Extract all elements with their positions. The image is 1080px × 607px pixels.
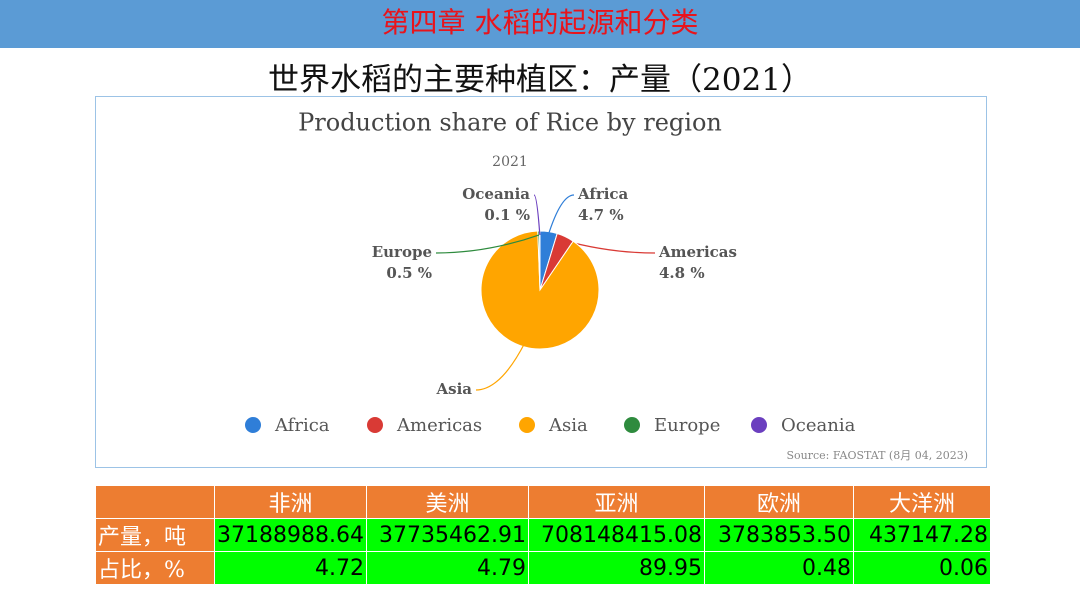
table-cell: 37735462.91 <box>365 518 529 552</box>
slice-label: Africa <box>577 185 629 203</box>
header-bar: 第四章 水稻的起源和分类 <box>0 0 1080 48</box>
source: Source: FAOSTAT (8月 04, 2023) <box>786 449 968 462</box>
table-cell: 708148415.08 <box>527 518 705 552</box>
legend-label: Oceania <box>781 415 856 436</box>
chart-subtitle: 2021 <box>492 154 528 170</box>
table-cell: 4.72 <box>214 551 367 585</box>
leader-line <box>547 194 575 236</box>
table-cell: 占比，% <box>95 551 215 585</box>
table-cell: 0.48 <box>703 551 854 585</box>
legend-label: Africa <box>274 415 330 436</box>
table-cell: 437147.28 <box>852 518 991 552</box>
slice-label: Americas <box>658 243 737 261</box>
table-cell <box>95 485 215 519</box>
pie-slice <box>480 230 600 350</box>
leader-line <box>435 234 539 254</box>
table-cell: 亚洲 <box>527 485 705 519</box>
table-cell: 产量，吨 <box>95 518 215 552</box>
slide-title: 第四章 水稻的起源和分类 <box>381 6 699 39</box>
slice-label: Europe <box>372 243 432 261</box>
leader-line <box>475 342 526 391</box>
value-label: 0.1 % <box>484 206 530 224</box>
value-label: 4.7 % <box>578 206 624 224</box>
chart-title: Production share of Rice by region <box>298 109 722 137</box>
slice-label: Oceania <box>462 185 530 203</box>
table-cell: 0.06 <box>852 551 991 585</box>
legend-label: Europe <box>654 415 720 436</box>
legend-marker <box>519 417 535 433</box>
leader-line <box>533 194 541 236</box>
legend-marker <box>751 417 767 433</box>
header-row: 非洲 美洲 亚洲 欧洲 大洋洲 <box>95 485 991 519</box>
value-label: 4.8 % <box>659 264 705 282</box>
data-table: 非洲 美洲 亚洲 欧洲 大洋洲 产量，吨 37188988.64 37735462.91 708… <box>95 485 991 585</box>
table-cell: 37188988.64 <box>214 518 367 552</box>
slice-label: Asia <box>435 380 472 398</box>
legend-marker <box>367 417 383 433</box>
value-label: 0.5 % <box>386 264 432 282</box>
slide-subtitle: 世界水稻的主要种植区：产量（2021） <box>268 62 812 98</box>
table-cell: 大洋洲 <box>852 485 991 519</box>
legend-label: Asia <box>548 415 588 436</box>
chart: Production share of Rice by region 2021 … <box>95 96 987 468</box>
legend-marker <box>624 417 640 433</box>
table-row: 占比，% 4.72 4.79 89.95 0.48 0.06 <box>95 551 991 585</box>
table-cell: 89.95 <box>527 551 705 585</box>
table-cell: 欧洲 <box>703 485 854 519</box>
table-cell: 美洲 <box>365 485 529 519</box>
table-row: 产量，吨 37188988.64 37735462.91 708148415.08 37… <box>95 518 991 552</box>
table-cell: 非洲 <box>214 485 367 519</box>
legend-label: Americas <box>396 415 482 436</box>
table-cell: 3783853.50 <box>703 518 854 552</box>
legend-marker <box>245 417 261 433</box>
table-cell: 4.79 <box>365 551 529 585</box>
